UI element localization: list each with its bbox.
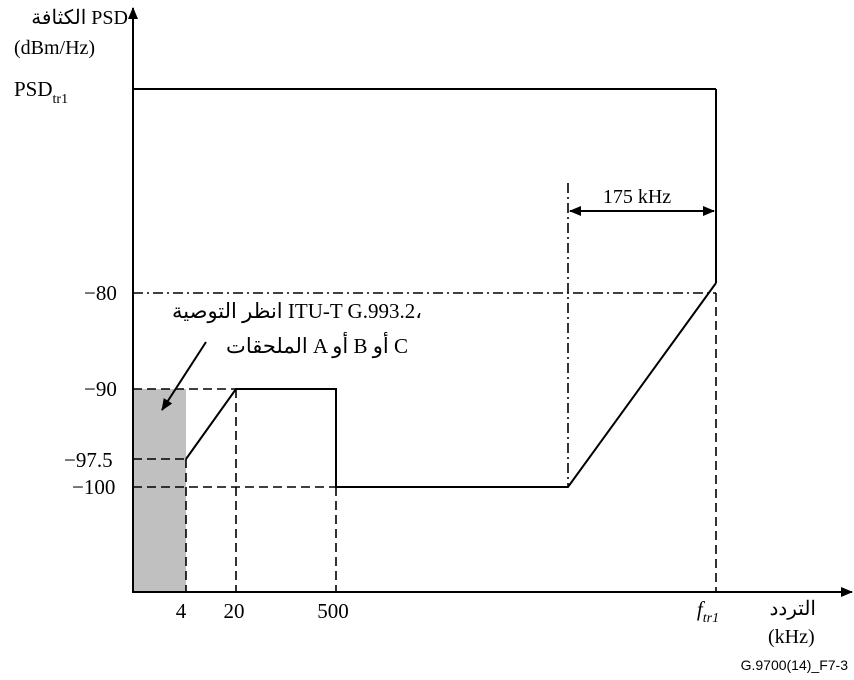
- x-tick-20: 20: [224, 599, 245, 623]
- psd-main: PSD: [14, 77, 53, 101]
- y-level-97-5: −97.5: [64, 448, 113, 472]
- y-level-90: −90: [84, 377, 117, 401]
- y-axis-label-1: الكثافة PSD: [31, 7, 128, 29]
- reference-line-2: الملحقات A أو B أو C: [226, 331, 408, 359]
- psd-mask-line: [185, 282, 717, 488]
- reference-line-1: انظر التوصية ITU-T G.993.2،: [172, 299, 422, 324]
- pointer-arrow: [161, 341, 207, 411]
- figure-id: G.9700(14)_F7-3: [741, 657, 849, 673]
- y-level-100: −100: [72, 475, 115, 499]
- width-label: 175 kHz: [603, 186, 671, 208]
- x-tick-4: 4: [176, 599, 187, 623]
- ftr-main: f: [697, 597, 706, 621]
- y-level-80: −80: [84, 281, 117, 305]
- ftr-sub: tr1: [703, 611, 719, 626]
- x-axis-label-1: التردد: [769, 598, 816, 620]
- x-tick-500: 500: [317, 599, 349, 623]
- x-tick-ftr1: ftr1: [697, 597, 719, 626]
- y-axis-label-2: (dBm/Hz): [14, 37, 95, 59]
- x-axis-label-2: (kHz): [768, 626, 815, 648]
- y-level-psd-tr1: PSDtr1: [14, 77, 68, 107]
- shaded-region: [133, 389, 186, 592]
- psd-sub: tr1: [53, 92, 69, 107]
